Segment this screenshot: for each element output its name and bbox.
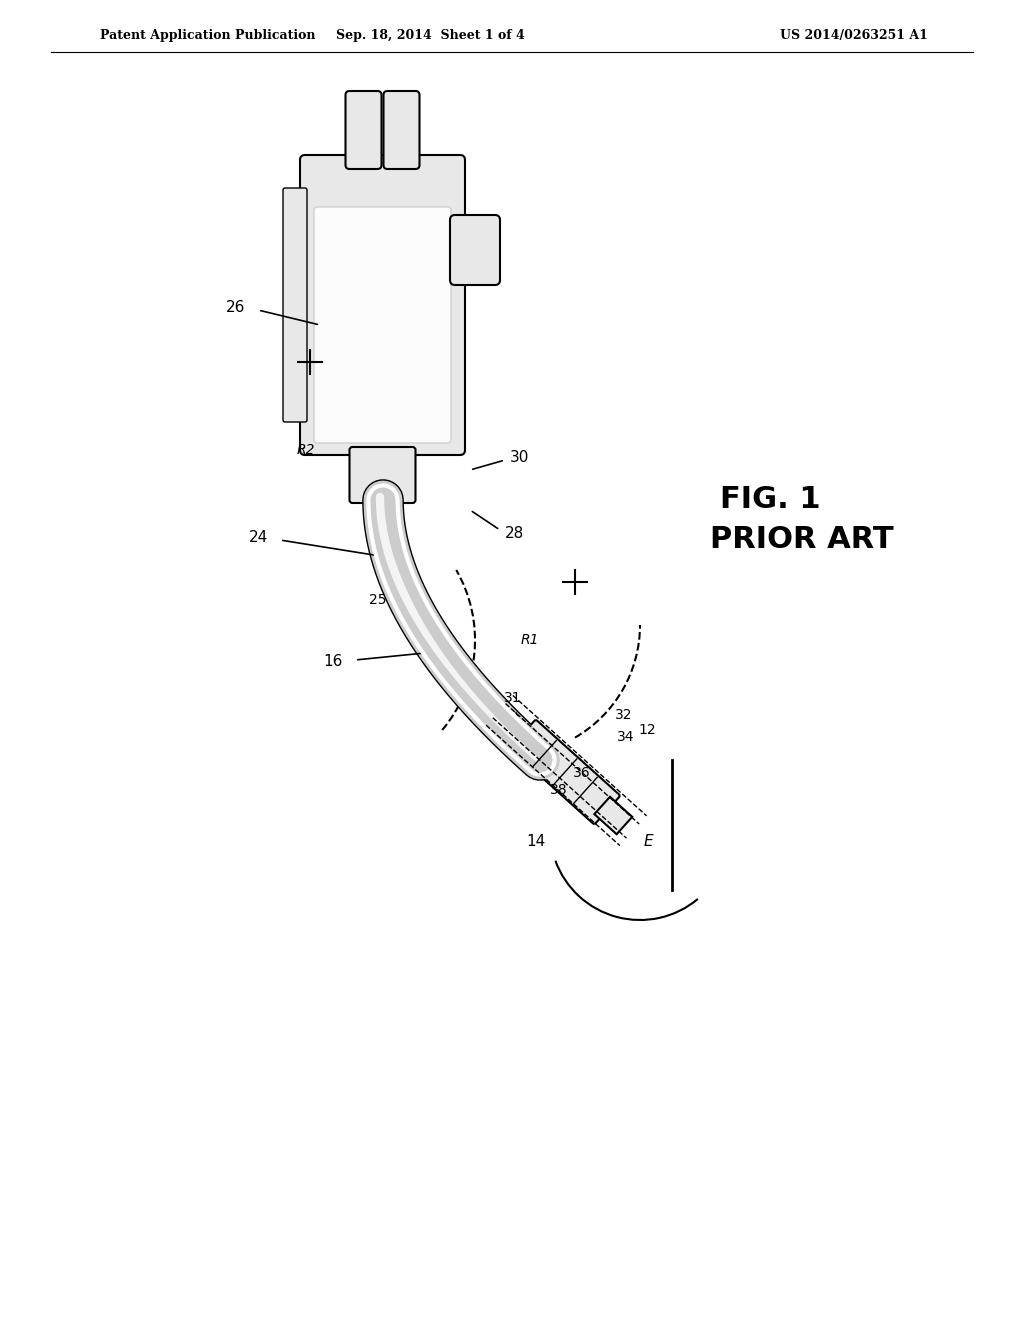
Bar xyxy=(594,797,632,834)
Text: 36: 36 xyxy=(573,766,591,780)
Text: 12: 12 xyxy=(638,723,655,737)
FancyBboxPatch shape xyxy=(450,215,500,285)
FancyBboxPatch shape xyxy=(345,91,382,169)
Text: 28: 28 xyxy=(505,525,524,540)
Text: 32: 32 xyxy=(615,708,633,722)
Text: 16: 16 xyxy=(324,655,343,669)
FancyBboxPatch shape xyxy=(510,721,620,824)
FancyBboxPatch shape xyxy=(300,154,465,455)
Text: R2: R2 xyxy=(297,444,315,457)
Text: 26: 26 xyxy=(225,301,245,315)
Text: 24: 24 xyxy=(249,531,268,545)
Text: E: E xyxy=(643,834,653,850)
Text: 30: 30 xyxy=(510,450,529,466)
Text: FIG. 1: FIG. 1 xyxy=(720,486,820,515)
Text: 25: 25 xyxy=(370,593,387,607)
Text: 34: 34 xyxy=(617,730,635,744)
Text: Sep. 18, 2014  Sheet 1 of 4: Sep. 18, 2014 Sheet 1 of 4 xyxy=(336,29,524,41)
Text: PRIOR ART: PRIOR ART xyxy=(710,525,894,554)
FancyBboxPatch shape xyxy=(314,207,451,444)
FancyBboxPatch shape xyxy=(384,91,420,169)
Text: 31: 31 xyxy=(504,690,522,705)
Text: 38: 38 xyxy=(550,783,567,797)
Text: R1: R1 xyxy=(521,634,540,647)
Text: 14: 14 xyxy=(526,834,546,850)
FancyBboxPatch shape xyxy=(283,187,307,422)
FancyBboxPatch shape xyxy=(349,447,416,503)
Text: Patent Application Publication: Patent Application Publication xyxy=(100,29,315,41)
Text: US 2014/0263251 A1: US 2014/0263251 A1 xyxy=(780,29,928,41)
